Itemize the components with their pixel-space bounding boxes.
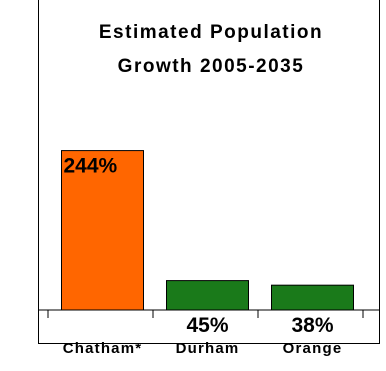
chart-title-line-2: Growth 2005-2035 — [118, 56, 305, 77]
category-label: Orange — [283, 340, 343, 357]
bar-durham — [166, 280, 249, 311]
bar-chatham — [61, 150, 144, 311]
data-label: 244% — [64, 155, 118, 178]
category-label: Durham — [176, 340, 240, 357]
category-label: Chatham* — [63, 340, 143, 357]
bar-orange — [271, 284, 354, 311]
data-label: 38% — [291, 314, 333, 337]
chart-title-line-1: Estimated Population — [99, 22, 323, 43]
plot-area: Chatham* 244% Durham 45% Orange 38% — [38, 150, 380, 357]
data-label: 45% — [186, 314, 228, 337]
